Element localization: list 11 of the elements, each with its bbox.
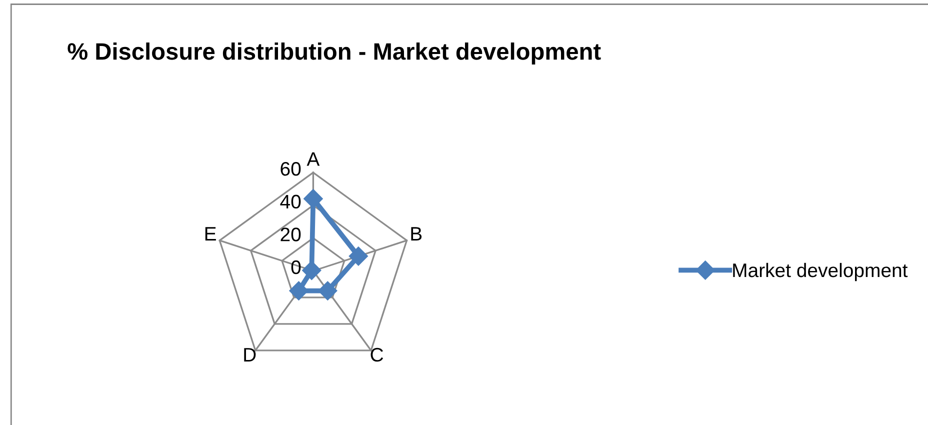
- spoke-label: E: [205, 227, 216, 240]
- spoke-label: C: [370, 348, 384, 362]
- y-tick-label: 40: [280, 194, 301, 209]
- y-tick-label: 60: [280, 162, 301, 176]
- y-tick-label: 20: [280, 228, 301, 242]
- legend-label: Market development: [733, 262, 908, 282]
- spoke-label: A: [306, 152, 320, 166]
- spoke-label: D: [244, 348, 256, 362]
- chart-title: % Disclosure distribution - Market development: [68, 42, 601, 65]
- spoke-label: B: [411, 227, 422, 240]
- y-tick-label: 0: [291, 260, 301, 274]
